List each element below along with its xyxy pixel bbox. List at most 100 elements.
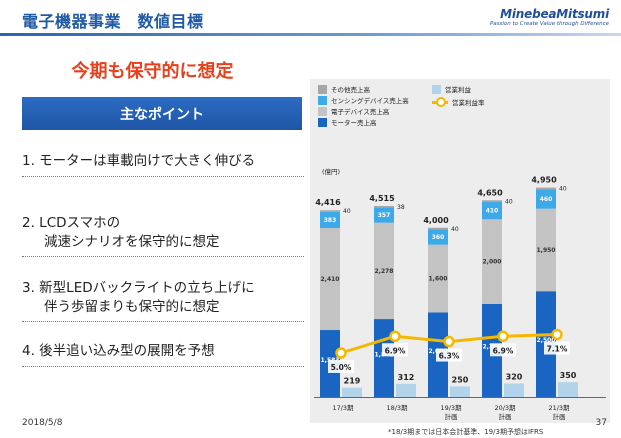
x-tick-label: 計画 [553,412,566,421]
data-label-electronic: 2,278 [375,268,394,275]
legend-electronic: 電子デバイス売上高 [318,106,389,116]
page-number: 37 [595,418,607,428]
x-tick-label: 17/3期 [332,404,354,412]
bar-electronic [536,208,556,292]
point-2-line1: 2. LCDスマホの [22,215,121,231]
point-2-line2: 減速シナリオを保守的に想定 [44,234,220,250]
data-label-electronic: 1,600 [429,276,448,283]
x-tick-label: 18/3期 [386,404,408,412]
op-margin-point [497,330,509,343]
legend-swatch-sensing [318,95,327,105]
legend-swatch-op-margin [432,96,448,107]
point-1: 1. モーターは車載向けで大きく伸びる [22,153,256,169]
op-margin-label-bg [382,343,408,357]
legend-sensing: センシングデバイス売上高 [318,95,409,105]
bar-sensing [482,201,502,220]
company-logo: MinebeaMitsumi Passion to Create Value t… [490,7,609,27]
data-label-sensing: 410 [486,208,499,215]
bar-sensing [428,229,448,245]
op-margin-point [443,335,455,348]
data-label-other: 38 [397,204,405,211]
bar-op-income [396,383,416,397]
legend-label-op-margin: 営業利益率 [452,99,485,107]
point-3-line1: 3. 新型LEDバックライトの立ち上げに [22,280,255,296]
x-tick-label: 21/3期 [548,404,570,412]
op-margin-label: 6.9% [385,346,406,355]
data-label-total: 4,416 [315,198,341,207]
legend-swatch-other [318,84,327,94]
bar-other [320,210,340,212]
data-label-sensing: 357 [378,212,391,219]
data-label-electronic: 2,410 [321,276,340,283]
bar-other [536,187,556,190]
data-label-other: 40 [451,226,459,233]
legend-label-motor: モーター売上高 [331,119,377,127]
data-label-other: 40 [505,198,513,205]
title-underline [0,33,621,36]
bar-sensing [536,189,556,209]
x-tick-label: 19/3期 [440,404,462,412]
op-margin-label-bg [436,348,462,362]
data-label-op-income: 312 [398,373,415,382]
legend-swatch-motor [318,117,327,127]
op-margin-label: 5.0% [331,363,352,372]
sales-chart: (億円)1,5832,410383404,41621917/3期1,8422,2… [314,167,606,421]
bar-other [482,200,502,202]
data-label-other: 40 [343,208,351,215]
data-label-op-income: 219 [344,377,361,386]
op-margin-label: 7.1% [547,345,568,354]
data-label-total: 4,515 [369,194,395,203]
legend-op-income: 営業利益 [432,84,471,94]
data-label-op-income: 250 [452,375,469,384]
data-label-other: 40 [559,186,567,193]
data-label-sensing: 360 [432,234,445,241]
data-label-total: 4,650 [477,188,503,197]
op-margin-point [551,328,563,341]
x-tick-label: 計画 [445,412,458,421]
data-label-sensing: 383 [324,217,337,224]
divider [22,176,304,177]
logo-tagline: Passion to Create Value through Differen… [489,21,609,27]
bar-sensing [374,207,394,223]
x-tick-label: 20/3期 [494,404,516,412]
data-label-total: 4,950 [531,176,557,185]
footer-note: *18/3期までは日本会計基準、19/3期予想はIFRS [388,428,544,436]
legend-motor: モーター売上高 [318,117,377,127]
divider [22,366,304,367]
bar-op-income [504,383,524,397]
legend-label-other: その他売上高 [331,86,370,94]
footer-date: 2018/5/8 [22,418,63,428]
point-3-line2: 伴う歩留まりも保守的に想定 [44,299,220,315]
data-label-total: 4,000 [423,216,449,225]
points-heading-text: 主なポイント [120,106,204,123]
op-margin-label: 6.3% [439,352,460,361]
legend-label-sensing: センシングデバイス売上高 [331,97,409,105]
bar-other [428,227,448,230]
op-margin-label-bg [490,343,516,357]
unit-label: (億円) [322,167,340,176]
legend-swatch-electronic [318,106,327,116]
data-label-electronic: 1,950 [537,247,556,254]
op-margin-label-bg [328,360,354,373]
bar-other [374,205,394,208]
points-heading: 主なポイント [22,97,302,130]
legend-label-op-income: 営業利益 [445,86,471,94]
bar-electronic [428,244,448,313]
legend-label-electronic: 電子デバイス売上高 [331,108,390,116]
data-label-op-income: 320 [506,372,523,381]
op-margin-point [389,330,401,343]
bar-op-income [342,387,362,397]
legend-op-margin: 営業利益率 [432,96,485,107]
divider [22,256,304,257]
data-label-sensing: 460 [540,196,553,203]
page-title: 電子機器事業 数値目標 [22,12,204,31]
data-label-electronic: 2,000 [483,259,502,266]
op-margin-label-bg [544,341,570,355]
divider [22,321,304,322]
legend-swatch-op-income [432,84,441,94]
point-4: 4. 後半追い込み型の展開を予想 [22,343,215,359]
chart-panel [310,79,610,423]
headline: 今期も保守的に想定 [71,61,234,82]
data-label-motor: 2,500 [537,337,556,344]
x-tick-label: 計画 [499,412,512,421]
